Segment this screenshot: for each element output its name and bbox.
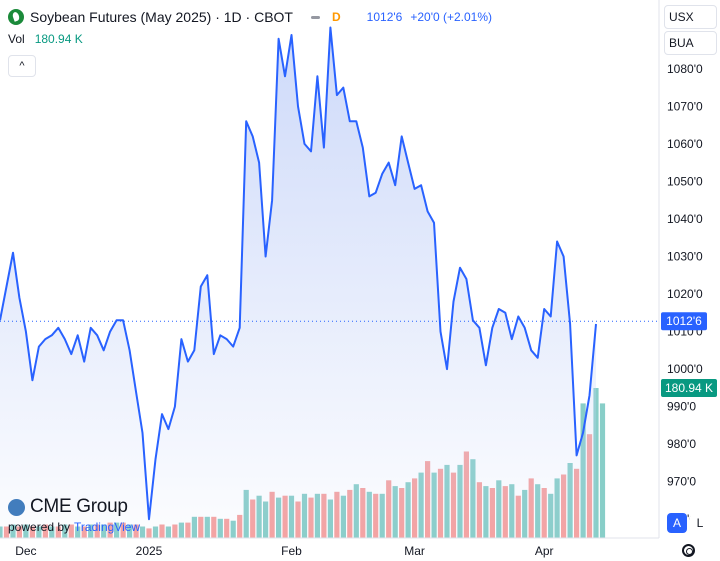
y-tick-label: 990'0 xyxy=(667,400,696,414)
x-tick-label: Mar xyxy=(404,544,425,558)
y-tick-label: 980'0 xyxy=(667,437,696,451)
brand-name: CME Group xyxy=(30,496,128,517)
x-tick-label: 2025 xyxy=(136,544,163,558)
price-area-fill xyxy=(0,27,596,538)
powered-by-label: powered by xyxy=(8,520,71,534)
currency-button[interactable]: USX xyxy=(664,5,717,29)
collapse-legend-button[interactable]: ^ xyxy=(8,55,36,77)
unit-label: BUA xyxy=(669,36,694,50)
y-tick-label: 1030'0 xyxy=(667,250,703,264)
indicator-letter[interactable]: D xyxy=(332,10,341,24)
provider-name: TradingView xyxy=(74,520,141,534)
watermark: CME Group powered by TradingView xyxy=(8,496,140,534)
volume-tag-label: 180.94 K xyxy=(665,381,713,395)
y-tick-label: 1000'0 xyxy=(667,362,703,376)
auto-scale-button[interactable]: A xyxy=(667,513,687,533)
header-last-price: 1012'6 xyxy=(366,10,403,24)
volume-bar xyxy=(599,403,606,538)
volume-legend-value: 180.94 K xyxy=(34,32,83,46)
x-tick-label: Dec xyxy=(15,544,36,558)
currency-label: USX xyxy=(669,10,694,24)
settings-gear-icon[interactable] xyxy=(682,544,695,557)
x-tick-label: Feb xyxy=(281,544,302,558)
y-tick-label: 1060'0 xyxy=(667,137,703,151)
chart-header: Soybean Futures (May 2025) · 1D · CBOT D… xyxy=(8,7,492,27)
auto-scale-label: A xyxy=(672,516,681,530)
chevron-up-icon: ^ xyxy=(19,60,25,72)
unit-button[interactable]: BUA xyxy=(664,31,717,55)
symbol-title[interactable]: Soybean Futures (May 2025) · 1D · CBOT xyxy=(30,9,293,25)
header-price-change: +20'0 (+2.01%) xyxy=(410,10,493,24)
y-tick-label: 1050'0 xyxy=(667,174,703,188)
volume-tag xyxy=(661,379,717,397)
brand-logo: CME Group xyxy=(8,496,140,518)
volume-legend-label: Vol xyxy=(8,32,25,46)
powered-by: powered by TradingView xyxy=(8,520,140,534)
series-color-dash-icon xyxy=(311,15,320,19)
last-price-tag xyxy=(661,312,707,331)
x-tick-label: Apr xyxy=(535,544,554,558)
y-tick-label: 1040'0 xyxy=(667,212,703,226)
y-tick-label: 1020'0 xyxy=(667,287,703,301)
exchange-logo-icon xyxy=(8,9,24,25)
y-tick-label: 970'0 xyxy=(667,475,696,489)
price-line xyxy=(0,26,597,521)
indicator-group: D 1012'6 +20'0 (+2.01%) xyxy=(311,10,492,24)
y-tick-label: 1070'0 xyxy=(667,99,703,113)
globe-icon xyxy=(8,498,25,516)
last-price-tag-label: 1012'6 xyxy=(666,314,702,328)
volume-legend: Vol 180.94 K xyxy=(8,32,83,46)
y-tick-label: 1080'0 xyxy=(667,62,703,76)
log-scale-label: L xyxy=(696,516,704,530)
log-scale-button[interactable]: L xyxy=(690,513,710,533)
